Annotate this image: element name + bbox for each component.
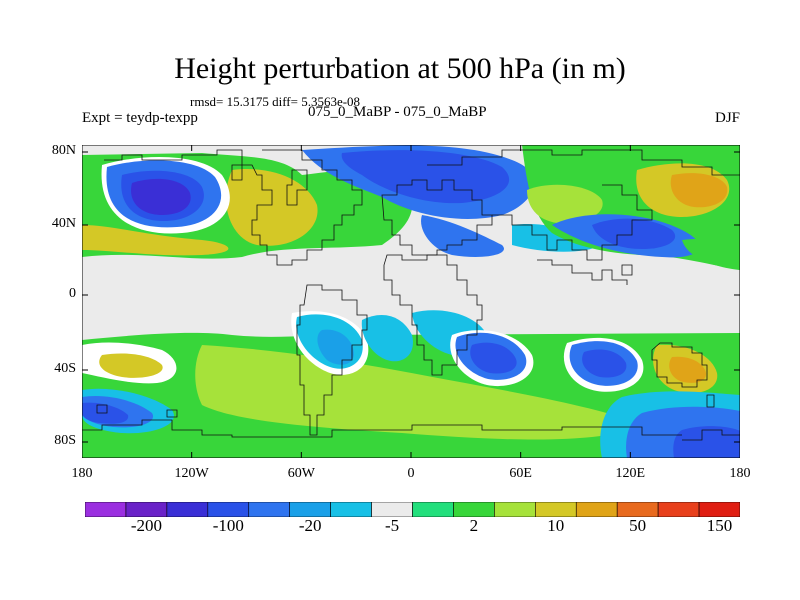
colorbar-label: -20: [298, 516, 322, 535]
plot-title: Height perturbation at 500 hPa (in m): [174, 52, 626, 85]
colorbar-swatch: [575, 502, 618, 517]
rmsd-diff-label: rmsd= 15.3175 diff= 5.3563e-08: [190, 94, 361, 109]
longitude-label: 180: [729, 466, 751, 481]
yellow-field: [99, 353, 163, 378]
colorbar-swatch: [371, 502, 413, 517]
colorbar-swatch: [125, 502, 168, 517]
blue-field: [582, 349, 627, 378]
contour-fields: [82, 145, 740, 458]
colorbar-swatch: [330, 502, 372, 517]
colorbar-swatch: [698, 502, 740, 517]
colorbar-label: -100: [212, 516, 244, 535]
experiment-label: Expt = teydp-texpp: [82, 110, 198, 126]
cyan-field: [317, 329, 354, 365]
blue-field: [592, 218, 676, 249]
colorbar-swatch: [535, 502, 577, 517]
colorbar-swatch: [85, 502, 127, 517]
blue-field: [673, 426, 740, 458]
blue-field: [421, 215, 504, 257]
colorbar-swatch: [453, 502, 495, 517]
longitude-label: 0: [407, 466, 415, 481]
latitude-label: 80S: [54, 433, 76, 448]
colorbar-label: 150: [706, 516, 733, 535]
longitude-label: 180: [71, 466, 93, 481]
colorbar-label: 2: [469, 516, 479, 535]
yellow-green-field: [527, 184, 603, 224]
colorbar-label: -200: [130, 516, 162, 535]
cyan-field: [361, 315, 413, 362]
orange-field: [669, 356, 707, 383]
colorbar-swatch: [616, 502, 659, 517]
axis-ticks: [82, 145, 740, 458]
season-label: DJF: [714, 110, 740, 126]
yellow-field: [226, 169, 318, 246]
continent-outlines: [82, 149, 740, 441]
colorbar-label: -5: [384, 516, 400, 535]
latitude-label: 0: [69, 286, 76, 301]
colorbar-swatch: [248, 502, 290, 517]
orange-field: [670, 173, 728, 208]
longitude-label: 120W: [174, 466, 209, 481]
blue-field: [131, 178, 191, 215]
latitude-label: 40S: [54, 361, 76, 376]
colorbar-swatch: [494, 502, 536, 517]
longitude-label: 60E: [509, 466, 532, 481]
contour-map: [82, 145, 740, 458]
longitude-label: 60W: [287, 466, 315, 481]
colorbar-swatch: [166, 502, 209, 517]
case-label: 075_0_MaBP - 075_0_MaBP: [308, 104, 487, 120]
colorbar-swatch: [289, 502, 331, 517]
colorbar: [85, 502, 740, 517]
colorbar-swatch: [207, 502, 250, 517]
colorbar-swatch: [657, 502, 700, 517]
longitude-label: 120E: [615, 466, 646, 481]
latitude-label: 40N: [51, 216, 76, 231]
colorbar-swatch: [412, 502, 454, 517]
green-field: [682, 238, 740, 270]
colorbar-label: 50: [629, 516, 647, 535]
latitude-label: 80N: [51, 143, 76, 158]
blue-field: [470, 342, 517, 374]
colorbar-label: 10: [547, 516, 565, 535]
yellow-green-field: [195, 345, 642, 440]
yellow-field: [82, 225, 229, 256]
